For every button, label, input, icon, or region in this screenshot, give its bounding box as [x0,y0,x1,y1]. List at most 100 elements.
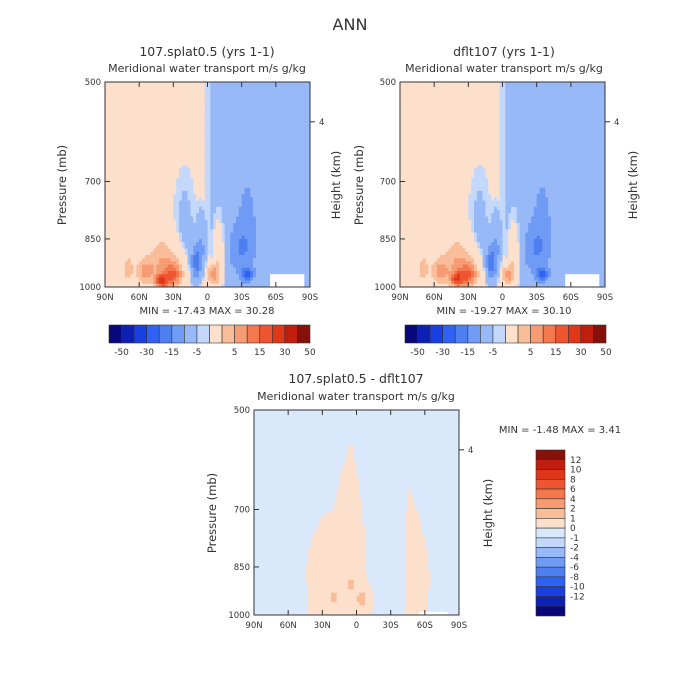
heatmap-cell [142,178,146,182]
heatmap-cell [181,194,186,198]
heatmap-cell [290,251,294,256]
heatmap-cell [204,280,208,285]
heatmap-cell [439,82,444,86]
heatmap-cell [235,270,240,275]
heatmap-cell [105,101,109,105]
heatmap-cell [150,238,154,243]
heatmap-cell [184,155,188,160]
heatmap-cell [238,104,243,109]
heatmap-cell [221,142,225,147]
heatmap-cell [167,242,171,246]
heatmap-cell [179,248,183,253]
heatmap-cell [142,248,146,253]
heatmap-cell [170,187,174,192]
heatmap-cell [147,226,151,230]
heatmap-cell [190,146,194,150]
heatmap-cell [147,181,151,185]
heatmap-cell [230,184,234,189]
heatmap-cell [156,206,160,211]
heatmap-cell [164,130,169,134]
heatmap-cell [144,222,149,227]
heatmap-cell [284,136,288,141]
heatmap-cell [105,139,109,144]
heatmap-cell [233,277,237,281]
heatmap-cell [164,216,169,221]
heatmap-cell [187,139,191,144]
heatmap-cell [230,168,234,173]
heatmap-cell [198,264,203,269]
heatmap-cell [275,178,280,182]
heatmap-cell [198,242,203,246]
heatmap-cell [230,280,234,285]
heatmap-cell [201,248,206,253]
y-tick-label: 700 [85,178,101,188]
heatmap-cell [161,197,166,201]
heatmap-cell [233,267,237,272]
heatmap-cell [127,181,132,185]
heatmap-cell [173,171,177,176]
heatmap-cell [105,114,109,118]
heatmap-cell [261,187,265,192]
heatmap-cell [224,264,228,269]
heatmap-cell [511,91,515,96]
heatmap-cell [207,264,211,269]
heatmap-cell [193,258,197,262]
heatmap-cell [485,82,489,86]
heatmap-cell [139,245,143,249]
heatmap-cell [218,162,223,166]
heatmap-cell [272,190,277,195]
heatmap-cell [505,85,509,89]
heatmap-cell [295,149,300,153]
heatmap-cell [292,91,297,96]
heatmap-cell [196,120,200,125]
colorbar-swatch [196,324,210,344]
heatmap-cell [227,226,231,230]
heatmap-cell [142,206,146,211]
heatmap-cell [278,242,282,246]
heatmap-cell [304,168,308,173]
heatmap-cell [230,251,234,256]
heatmap-cell [113,123,117,128]
heatmap-cell [136,232,140,237]
heatmap-cell [281,88,285,93]
heatmap-cell [233,258,237,262]
heatmap-cell [235,174,240,179]
heatmap-cell [272,98,277,102]
heatmap-cell [113,91,117,96]
heatmap-cell [139,283,143,288]
heatmap-cell [124,206,129,211]
heatmap-cell [230,123,234,128]
heatmap-cell [287,235,291,240]
heatmap-cell [122,165,126,169]
heatmap-cell [147,142,151,147]
colorbar-label: 30 [279,348,291,358]
heatmap-cell [119,126,123,131]
heatmap-cell [247,267,251,272]
heatmap-cell [196,178,200,182]
heatmap-cell [119,280,123,285]
heatmap-cell [250,245,254,249]
heatmap-cell [244,181,248,185]
heatmap-cell [218,229,223,233]
heatmap-cell [508,91,512,96]
heatmap-cell [290,139,294,144]
heatmap-cell [161,155,166,160]
heatmap-cell [408,88,412,93]
heatmap-cell [179,226,183,230]
heatmap-cell [105,82,109,86]
heatmap-cell [139,222,143,227]
heatmap-cell [278,120,282,125]
heatmap-cell [122,274,126,278]
heatmap-cell [127,274,132,278]
heatmap-cell [284,238,288,243]
heatmap-cell [264,155,268,160]
heatmap-cell [142,82,146,86]
heatmap-cell [244,101,248,105]
heatmap-cell [218,242,223,246]
heatmap-cell [462,91,466,96]
heatmap-cell [124,155,129,160]
heatmap-cell [307,120,311,125]
heatmap-cell [528,91,532,96]
heatmap-cell [485,94,489,99]
heatmap-cell [235,261,240,265]
